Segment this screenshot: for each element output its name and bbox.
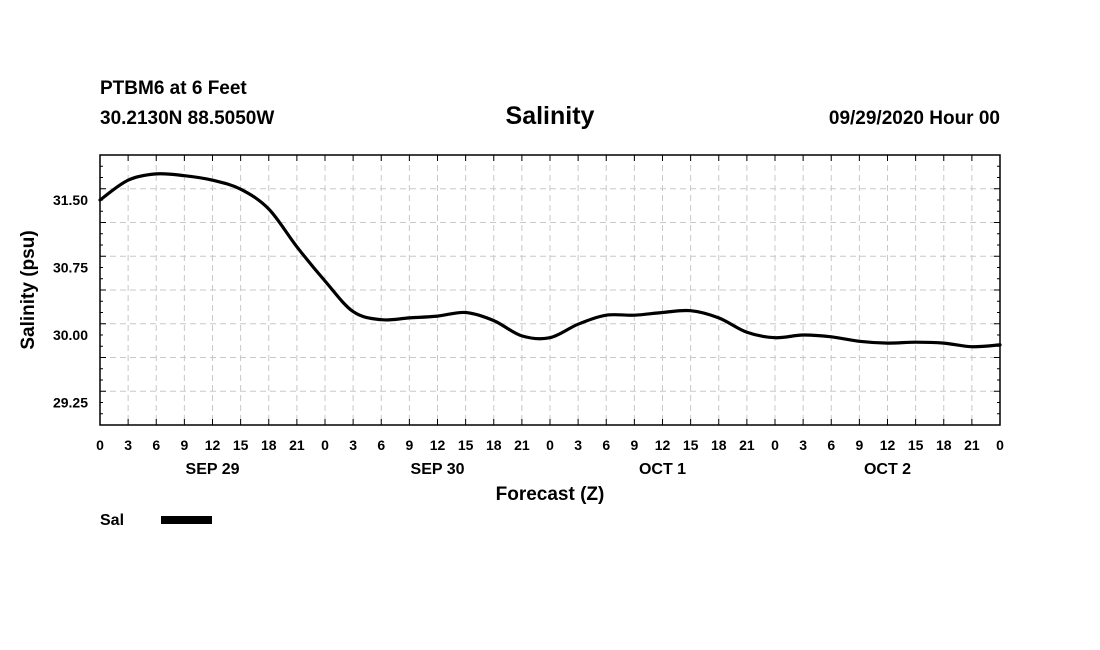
x-tick-labels: 0 3 6 9 12 15 18 21 0 3 6 9 12 15 18 21 0 3 6 9 12 15 18 21 0 3 6 9… <box>96 437 1004 453</box>
y-tick-labels: 29.25 30.00 30.75 31.50 <box>53 192 88 411</box>
legend: Sal <box>100 512 212 529</box>
station-label: PTBM6 at 6 Feet <box>100 78 247 99</box>
x-tick-label: 12 <box>880 437 896 453</box>
x-tick-label: 0 <box>996 437 1004 453</box>
x-day-label: SEP 30 <box>411 461 465 478</box>
x-tick-label: 21 <box>514 437 530 453</box>
y-tick-label: 30.00 <box>53 327 88 343</box>
x-axis-label: Forecast (Z) <box>496 484 605 505</box>
plot-frame <box>99 154 1001 426</box>
x-tick-label: 6 <box>152 437 160 453</box>
x-tick-label: 0 <box>321 437 329 453</box>
x-tick-label: 15 <box>458 437 474 453</box>
x-tick-label: 18 <box>261 437 277 453</box>
x-tick-label: 21 <box>289 437 305 453</box>
x-day-label: OCT 2 <box>864 461 911 478</box>
x-tick-label: 12 <box>655 437 671 453</box>
x-tick-label: 9 <box>405 437 413 453</box>
salinity-series-line <box>98 172 1002 349</box>
run-time-label: 09/29/2020 Hour 00 <box>829 108 1000 129</box>
x-tick-label: 9 <box>630 437 638 453</box>
x-tick-label: 12 <box>205 437 221 453</box>
y-tick-label: 29.25 <box>53 395 88 411</box>
y-axis-label: Salinity (psu) <box>18 230 39 349</box>
x-tick-label: 21 <box>964 437 980 453</box>
chart-title: Salinity <box>506 102 595 130</box>
x-tick-label: 12 <box>430 437 446 453</box>
x-tick-label: 9 <box>180 437 188 453</box>
x-tick-label: 6 <box>827 437 835 453</box>
x-tick-label: 3 <box>124 437 132 453</box>
x-tick-label: 3 <box>799 437 807 453</box>
x-tick-label: 0 <box>771 437 779 453</box>
x-tick-label: 18 <box>486 437 502 453</box>
x-tick-label: 18 <box>936 437 952 453</box>
x-tick-label: 21 <box>739 437 755 453</box>
y-tick-label: 31.50 <box>53 192 88 208</box>
legend-label: Sal <box>100 512 124 529</box>
x-tick-label: 3 <box>574 437 582 453</box>
x-day-labels: SEP 29 SEP 30 OCT 1 OCT 2 <box>186 461 912 478</box>
x-tick-label: 6 <box>602 437 610 453</box>
x-day-label: SEP 29 <box>186 461 240 478</box>
x-tick-label: 6 <box>377 437 385 453</box>
x-tick-label: 9 <box>855 437 863 453</box>
y-tick-label: 30.75 <box>53 260 88 276</box>
x-tick-label: 0 <box>546 437 554 453</box>
x-tick-label: 15 <box>908 437 924 453</box>
grid-lines <box>100 155 1000 425</box>
x-tick-label: 3 <box>349 437 357 453</box>
x-day-label: OCT 1 <box>639 461 686 478</box>
x-tick-label: 18 <box>711 437 727 453</box>
coordinates-label: 30.2130N 88.5050W <box>100 108 274 129</box>
x-tick-label: 0 <box>96 437 104 453</box>
x-tick-label: 15 <box>683 437 699 453</box>
x-tick-label: 15 <box>233 437 249 453</box>
